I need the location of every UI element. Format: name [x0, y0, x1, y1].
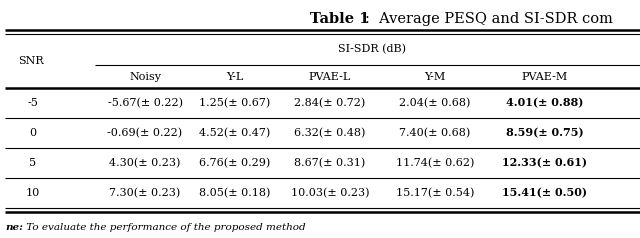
Text: 10: 10	[26, 188, 40, 198]
Text: 10.03(± 0.23): 10.03(± 0.23)	[291, 188, 369, 198]
Text: Y-L: Y-L	[227, 71, 244, 81]
Text: :  Average PESQ and SI-SDR com: : Average PESQ and SI-SDR com	[365, 12, 613, 26]
Text: 15.41(± 0.50): 15.41(± 0.50)	[502, 188, 588, 198]
Text: -5: -5	[28, 98, 38, 108]
Text: 4.30(± 0.23): 4.30(± 0.23)	[109, 158, 180, 168]
Text: ne:: ne:	[5, 223, 23, 233]
Text: Noisy: Noisy	[129, 71, 161, 81]
Text: 15.17(± 0.54): 15.17(± 0.54)	[396, 188, 474, 198]
Text: To evaluate the performance of the proposed method: To evaluate the performance of the propo…	[23, 223, 306, 233]
Text: 12.33(± 0.61): 12.33(± 0.61)	[502, 158, 588, 169]
Text: Table 1: Table 1	[310, 12, 369, 26]
Text: 7.40(± 0.68): 7.40(± 0.68)	[399, 128, 470, 138]
Text: SI-SDR (dB): SI-SDR (dB)	[339, 44, 406, 55]
Text: 8.05(± 0.18): 8.05(± 0.18)	[199, 188, 271, 198]
Text: 7.30(± 0.23): 7.30(± 0.23)	[109, 188, 180, 198]
Text: 8.67(± 0.31): 8.67(± 0.31)	[294, 158, 365, 168]
Text: 6.32(± 0.48): 6.32(± 0.48)	[294, 128, 365, 138]
Text: 8.59(± 0.75): 8.59(± 0.75)	[506, 128, 584, 139]
Text: 6.76(± 0.29): 6.76(± 0.29)	[200, 158, 271, 168]
Text: -5.67(± 0.22): -5.67(± 0.22)	[108, 98, 182, 108]
Text: 1.25(± 0.67): 1.25(± 0.67)	[200, 98, 271, 108]
Text: Y-M: Y-M	[424, 71, 445, 81]
Text: 2.04(± 0.68): 2.04(± 0.68)	[399, 98, 470, 108]
Text: 4.52(± 0.47): 4.52(± 0.47)	[200, 128, 271, 138]
Text: 11.74(± 0.62): 11.74(± 0.62)	[396, 158, 474, 168]
Text: -0.69(± 0.22): -0.69(± 0.22)	[108, 128, 182, 138]
Text: 2.84(± 0.72): 2.84(± 0.72)	[294, 98, 365, 108]
Text: 4.01(± 0.88): 4.01(± 0.88)	[506, 98, 584, 109]
Text: 0: 0	[29, 128, 36, 138]
Text: SNR: SNR	[18, 56, 44, 66]
Text: PVAE-M: PVAE-M	[522, 71, 568, 81]
Text: PVAE-L: PVAE-L	[309, 71, 351, 81]
Text: 5: 5	[29, 158, 36, 168]
